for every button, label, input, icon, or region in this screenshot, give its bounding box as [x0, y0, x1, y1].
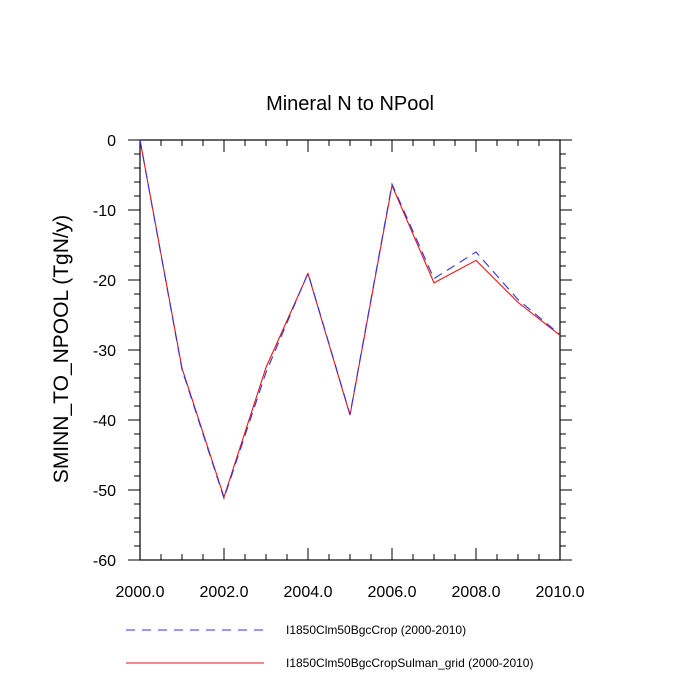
y-tick-label: -60 [93, 553, 116, 570]
plot-area: 2000.0 2002.0 2004.0 2006.0 2008.0 2010.0 0 -10… [93, 133, 585, 601]
series-line-2 [139, 139, 561, 499]
x-tick-label: 2002.0 [200, 584, 249, 601]
plot-frame [139, 139, 561, 561]
y-tick-label: -20 [93, 273, 116, 290]
legend-label-1: I1850Clm50BgcCrop (2000-2010) [286, 623, 466, 637]
x-tick-label: 2000.0 [116, 584, 165, 601]
y-tick-label: -40 [93, 413, 116, 430]
x-tick-label: 2004.0 [284, 584, 333, 601]
y-tick-label: -50 [93, 483, 116, 500]
chart-title: Mineral N to NPool [266, 93, 434, 115]
y-tick-label: -30 [93, 343, 116, 360]
x-tick-label: 2010.0 [536, 584, 585, 601]
y-tick-label: -10 [93, 203, 116, 220]
x-tick-label: 2008.0 [452, 584, 501, 601]
legend-label-2: I1850Clm50BgcCropSulman_grid (2000-2010) [286, 656, 533, 670]
legend: I1850Clm50BgcCrop (2000-2010) I1850Clm50B… [126, 623, 533, 670]
y-tick-label: 0 [107, 133, 116, 150]
x-tick-label: 2006.0 [368, 584, 417, 601]
y-axis-label: SMINN_TO_NPOOL (TgN/y) [50, 215, 73, 483]
series-line-1 [139, 139, 561, 501]
